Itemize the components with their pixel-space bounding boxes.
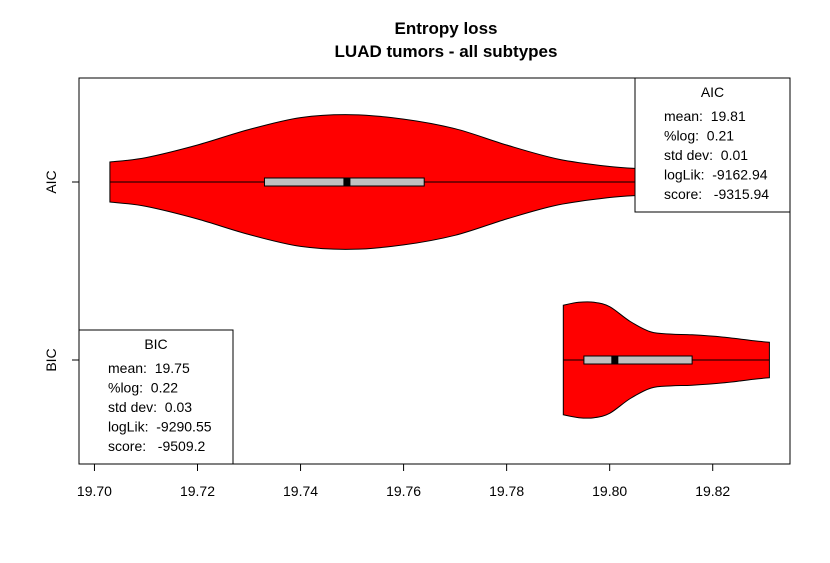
legend-box: [78, 329, 234, 465]
y-tick-label: BIC: [43, 348, 59, 371]
box-bic: [583, 355, 693, 365]
x-tick-label: 19.80: [592, 483, 627, 499]
legend-aic: AIC mean: 19.81 %log: 0.21 std dev: 0.01 log…: [634, 77, 791, 213]
legend-heading: BIC: [144, 336, 167, 352]
legend-line: %log: 0.21: [664, 128, 734, 144]
legend-box: [634, 77, 791, 213]
x-tick-label: 19.74: [283, 483, 318, 499]
legend-line: mean: 19.81: [664, 108, 746, 124]
legend-heading: AIC: [701, 84, 724, 100]
legend-line: mean: 19.75: [108, 360, 190, 376]
legend-line: %log: 0.22: [108, 380, 178, 396]
y-axis: AIC BIC: [43, 170, 80, 372]
legend-line: std dev: 0.01: [664, 147, 748, 163]
median-aic: [343, 178, 351, 186]
x-tick-label: 19.70: [77, 483, 112, 499]
chart-subtitle: LUAD tumors - all subtypes: [335, 42, 558, 61]
legend-line: score: -9509.2: [108, 438, 205, 454]
violins-layer: [109, 114, 770, 419]
chart-title: Entropy loss: [395, 19, 498, 38]
legend-bic: BIC mean: 19.75 %log: 0.22 std dev: 0.03 log…: [78, 329, 234, 465]
x-tick-label: 19.72: [180, 483, 215, 499]
legend-line: logLik: -9162.94: [664, 167, 768, 183]
legend-boxes: AIC mean: 19.81 %log: 0.21 std dev: 0.01 log…: [78, 77, 791, 465]
legend-line: std dev: 0.03: [108, 399, 192, 415]
legend-line: logLik: -9290.55: [108, 419, 212, 435]
x-tick-label: 19.82: [695, 483, 730, 499]
x-axis: 19.70 19.72 19.74 19.76 19.78 19.80 19.82: [77, 463, 730, 499]
x-tick-label: 19.78: [489, 483, 524, 499]
y-tick-label: AIC: [43, 170, 59, 193]
x-tick-label: 19.76: [386, 483, 421, 499]
median-bic: [611, 356, 619, 364]
legend-line: score: -9315.94: [664, 186, 769, 202]
